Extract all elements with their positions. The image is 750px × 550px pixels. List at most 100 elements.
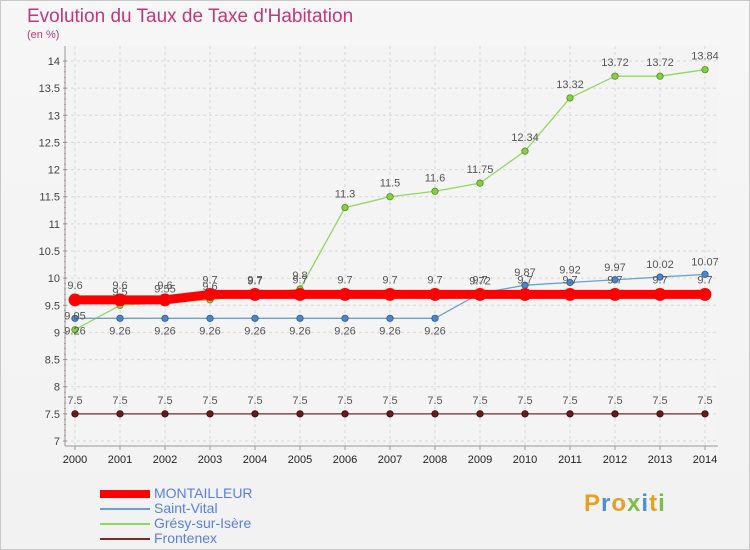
data-label-2: 13.32 — [556, 79, 584, 91]
legend-swatch-1 — [100, 508, 150, 510]
data-point-1 — [386, 314, 394, 322]
x-tick-label: 2005 — [288, 454, 312, 466]
data-label-3: 7.5 — [157, 395, 172, 407]
data-label-0: 9.6 — [67, 280, 82, 292]
data-label-2: 13.72 — [646, 57, 674, 69]
data-point-3 — [251, 410, 259, 418]
data-point-0 — [248, 288, 262, 301]
data-point-3 — [386, 410, 394, 418]
data-point-2 — [386, 193, 394, 201]
data-label-3: 7.5 — [67, 395, 82, 407]
data-point-3 — [161, 410, 169, 418]
y-tick-label: 14 — [48, 56, 60, 68]
data-label-0: 9.7 — [562, 274, 577, 286]
x-axis: 2000 2001 2002 2003 2004 2005 2006 2007 2008 2009… — [63, 445, 718, 466]
data-point-3 — [476, 410, 484, 418]
data-label-1: 9.26 — [199, 325, 220, 337]
data-label-1: 9.26 — [109, 325, 130, 337]
data-point-3 — [296, 410, 304, 418]
data-label-0: 9.7 — [517, 274, 532, 286]
y-tick-label: 10 — [48, 273, 60, 285]
data-point-1 — [341, 314, 349, 322]
data-point-0 — [608, 288, 622, 301]
y-tick-label: 9 — [54, 327, 60, 339]
data-label-1: 9.26 — [154, 325, 175, 337]
data-point-1 — [656, 273, 664, 281]
data-point-1 — [71, 314, 79, 322]
data-label-3: 7.5 — [427, 395, 442, 407]
data-label-2: 13.84 — [691, 51, 719, 63]
data-label-3: 7.5 — [652, 395, 667, 407]
logo-letter: i — [658, 490, 666, 517]
data-label-1: 9.26 — [244, 325, 265, 337]
data-label-1: 9.26 — [379, 325, 400, 337]
data-label-2: 11.3 — [335, 189, 356, 201]
logo-letter: P — [584, 490, 602, 517]
data-point-1 — [116, 314, 124, 322]
data-label-3: 7.5 — [697, 395, 712, 407]
data-point-2 — [656, 72, 664, 80]
data-point-2 — [566, 94, 574, 102]
data-label-1: 10.07 — [691, 256, 719, 268]
data-label-3: 7.5 — [292, 395, 307, 407]
x-tick-label: 2009 — [468, 454, 492, 466]
x-tick-label: 2011 — [558, 454, 582, 466]
data-point-3 — [341, 410, 349, 418]
logo-letter: i — [641, 490, 650, 517]
data-label-2: 11.75 — [467, 164, 494, 176]
data-point-1 — [611, 276, 619, 284]
data-label-0: 9.6 — [112, 280, 127, 292]
data-point-2 — [71, 326, 79, 334]
data-point-1 — [251, 314, 259, 322]
y-tick-label: 7 — [54, 436, 60, 448]
y-tick-label: 9.5 — [45, 300, 60, 312]
data-point-3 — [206, 410, 214, 418]
data-label-2: 11.6 — [425, 172, 446, 184]
data-label-0: 9.7 — [472, 274, 487, 286]
data-label-2: 9.6 — [202, 281, 217, 293]
y-tick-label: 11.5 — [39, 192, 60, 204]
y-axis: 7 7.5 8 8.5 9 9.5 10 10.5 11 11.5 12 12.5 13 13.5 14 — [39, 46, 67, 448]
y-tick-label: 12 — [48, 165, 60, 177]
data-point-3 — [71, 410, 79, 418]
x-tick-label: 2008 — [423, 454, 447, 466]
logo-letter: r — [601, 490, 612, 517]
data-point-3 — [701, 410, 709, 418]
data-label-3: 7.5 — [337, 395, 352, 407]
x-tick-label: 2006 — [333, 454, 357, 466]
data-point-0 — [158, 293, 172, 307]
data-label-3: 7.5 — [562, 395, 577, 407]
data-point-0 — [383, 288, 397, 301]
data-label-1: 9.26 — [64, 325, 85, 337]
data-label-0: 9.7 — [652, 274, 667, 286]
legend-label-1: Saint-Vital — [154, 500, 218, 516]
y-tick-label: 8 — [54, 382, 60, 394]
y-tick-label: 13 — [48, 110, 60, 122]
y-tick-label: 8.5 — [45, 355, 60, 367]
grid — [65, 46, 718, 446]
chart-title: Evolution du Taux de Taxe d'Habitation — [27, 6, 354, 27]
data-label-3: 7.5 — [112, 395, 127, 407]
data-label-3: 7.5 — [247, 395, 262, 407]
data-point-3 — [611, 410, 619, 418]
data-label-3: 7.5 — [382, 395, 397, 407]
data-point-0 — [293, 288, 307, 301]
plot-area — [65, 46, 718, 446]
x-tick-label: 2014 — [693, 454, 717, 466]
logo-letter: x — [627, 490, 642, 517]
data-label-0: 9.7 — [427, 274, 442, 286]
data-point-1 — [206, 314, 214, 322]
data-point-0 — [563, 288, 577, 301]
data-label-2: 9.8 — [292, 270, 307, 282]
logo-letter: t — [649, 490, 659, 517]
data-point-2 — [341, 203, 349, 212]
data-point-0 — [653, 288, 667, 301]
proxiti-logo: Proxiti — [584, 490, 666, 518]
data-point-0 — [203, 288, 217, 301]
y-tick-label: 7.5 — [45, 409, 60, 421]
data-point-2 — [701, 66, 709, 74]
data-point-2 — [476, 179, 484, 187]
data-point-3 — [431, 410, 439, 418]
x-tick-label: 2013 — [648, 454, 672, 466]
